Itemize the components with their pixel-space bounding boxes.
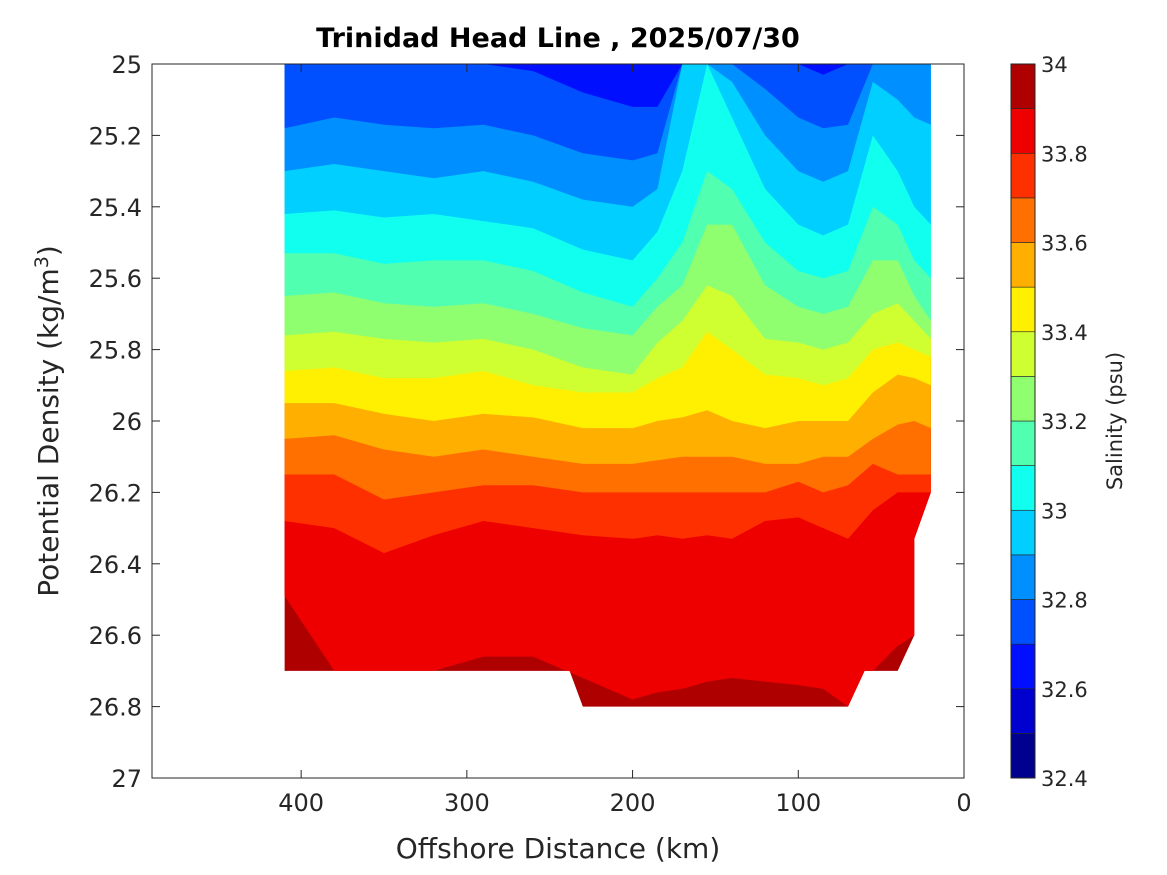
colorbar-swatch [1010, 152, 1036, 199]
y-axis-label-sup: 3 [31, 256, 53, 268]
colorbar-swatch [1010, 108, 1036, 154]
y-axis-label-main: Potential Density (kg/m [32, 268, 65, 597]
x-tick-label: 300 [444, 789, 490, 817]
colorbar-swatch [1010, 688, 1036, 734]
colorbar-tick-label: 33.8 [1041, 142, 1088, 166]
colorbar-swatch [1010, 63, 1036, 109]
y-tick-label: 27 [111, 765, 142, 793]
y-tick-label: 25 [111, 51, 142, 79]
colorbar-swatch [1010, 509, 1036, 556]
y-tick-label: 25.8 [89, 337, 142, 365]
y-tick-label: 25.4 [89, 194, 142, 222]
colorbar-tick-label: 34 [1041, 53, 1068, 77]
contour-fill-group [284, 64, 931, 707]
colorbar-tick-label: 32.6 [1041, 678, 1088, 702]
contour-band-below-32.8 [284, 64, 931, 161]
colorbar-swatch [1010, 197, 1036, 243]
colorbar-swatch [1010, 554, 1036, 600]
x-tick-label: 0 [956, 789, 971, 817]
colorbar-tick-label: 33 [1041, 499, 1068, 523]
colorbar-swatch [1010, 465, 1036, 511]
colorbar-swatch [1010, 286, 1036, 333]
y-tick-label: 25.6 [89, 265, 142, 293]
colorbar-swatch [1010, 599, 1036, 645]
colorbar-tick-label: 33.6 [1041, 232, 1088, 256]
y-tick-label: 26.4 [89, 551, 142, 579]
x-tick-label: 400 [278, 789, 324, 817]
colorbar-frame [1010, 63, 1036, 779]
y-tick-label: 26.6 [89, 622, 142, 650]
colorbar-swatch [1010, 733, 1036, 779]
colorbar-tick-label: 33.2 [1041, 410, 1088, 434]
colorbar-tick-label: 32.8 [1041, 589, 1088, 613]
y-tick-label: 25.2 [89, 122, 142, 150]
colorbar-swatch [1010, 376, 1036, 422]
y-axis-label-end: ) [32, 245, 65, 256]
y-tick-label: 26.8 [89, 694, 142, 722]
colorbar-tick-label: 33.4 [1041, 321, 1088, 345]
axis-ticks: 400 300 200 100 0 25 25.2 25.4 25.6 25.8 26 26.2 26.… [89, 51, 972, 817]
colorbar-swatch [1010, 643, 1036, 690]
contour-band-below-32.7 [284, 64, 931, 107]
x-axis-label: Offshore Distance (km) [396, 832, 721, 865]
y-tick-label: 26 [111, 408, 142, 436]
chart-title: Trinidad Head Line , 2025/07/30 [316, 23, 800, 54]
colorbar-swatch [1010, 420, 1036, 466]
x-tick-label: 100 [775, 789, 821, 817]
colorbar-tick-label: 32.4 [1041, 767, 1088, 791]
colorbar-swatch [1010, 331, 1036, 377]
y-axis-label: Potential Density (kg/m3) [31, 245, 65, 597]
x-tick-label: 200 [610, 789, 656, 817]
colorbar-label: Salinity (psu) [1103, 352, 1127, 490]
y-tick-label: 26.2 [89, 479, 142, 507]
colorbar: 34 33.8 33.6 33.4 33.2 33 32.8 32.6 32.4 [1010, 53, 1088, 791]
colorbar-swatch [1010, 242, 1036, 288]
